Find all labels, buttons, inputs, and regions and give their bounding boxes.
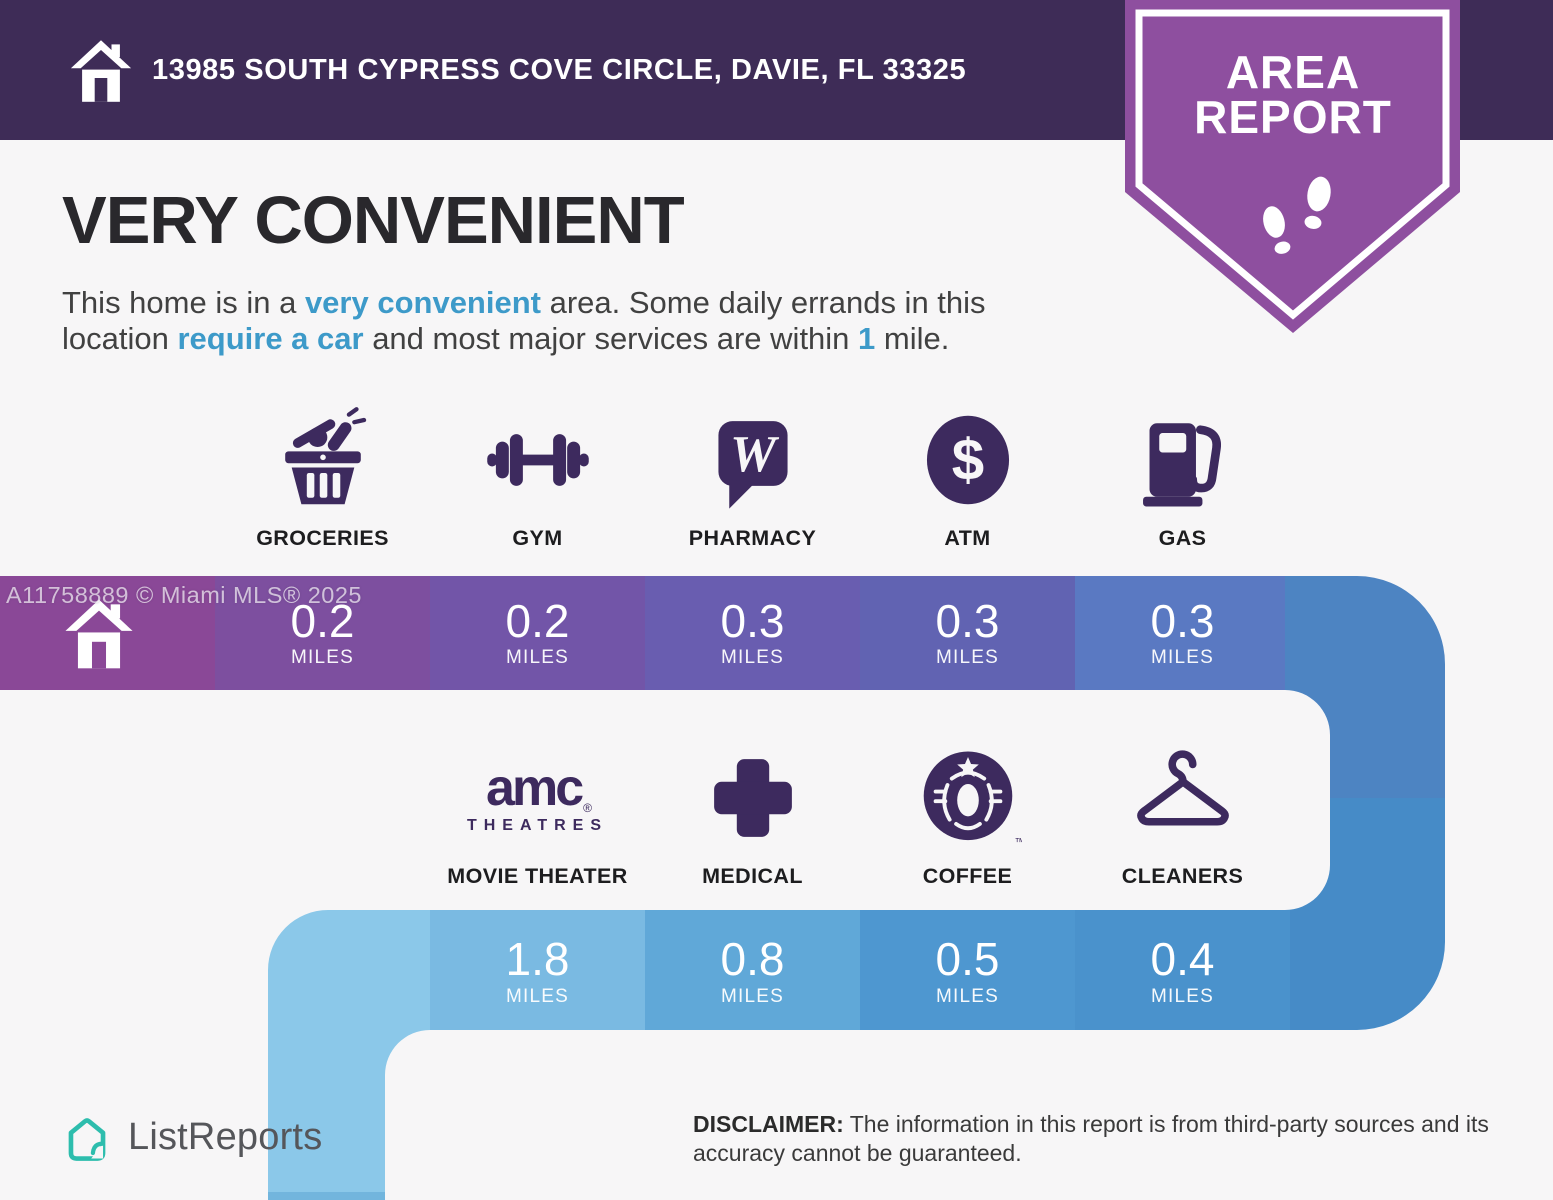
mls-watermark: A11758889 © Miami MLS® 2025 <box>6 582 362 608</box>
amenity-coffee: ™ COFFEE <box>860 742 1075 889</box>
segment-gym <box>430 576 645 690</box>
connector-left-cap <box>268 1192 385 1200</box>
svg-text:$: $ <box>951 427 983 492</box>
brand-name: ListReports <box>128 1115 323 1158</box>
distance-gym: 0.2 MILES <box>505 594 570 669</box>
highlight-very-convenient: very convenient <box>304 285 541 320</box>
distance-coffee: 0.5 MILES <box>935 933 1000 1007</box>
disclaimer-text: DISCLAIMER: The information in this repo… <box>693 1111 1489 1166</box>
home-icon <box>70 40 132 102</box>
hanger-icon <box>1136 750 1229 826</box>
description-line-1: This home is in a very convenient area. … <box>62 285 986 320</box>
amenity-atm: $ ATM <box>860 404 1075 551</box>
distance-gas: 0.3 MILES <box>1150 594 1215 669</box>
amenity-label: ATM <box>944 526 991 550</box>
distance-pharmacy: 0.3 MILES <box>720 594 785 669</box>
fuel-pump-icon <box>1142 423 1221 507</box>
amenity-gym: GYM <box>430 404 645 551</box>
home-marker-icon <box>65 599 133 669</box>
property-address: 13985 SOUTH CYPRESS COVE CIRCLE, DAVIE, … <box>152 53 967 86</box>
connector-right-lower <box>1285 798 1445 1030</box>
segment-groceries <box>215 576 430 690</box>
listreports-house-icon <box>68 1118 106 1161</box>
footprints-icon <box>1263 176 1331 254</box>
amenity-label: MEDICAL <box>702 864 803 888</box>
amenity-label: COFFEE <box>922 864 1013 888</box>
badge-text-area: AREA <box>1226 46 1360 98</box>
highlight-require-a-car: require a car <box>177 321 364 356</box>
connector-right-upper <box>1285 576 1445 798</box>
amenity-label: GROCERIES <box>256 526 389 550</box>
amenity-cleaners: CLEANERS <box>1075 742 1290 889</box>
distance-cleaners: 0.4 MILES <box>1150 933 1215 1007</box>
distance-groceries: 0.2 MILES <box>290 594 355 669</box>
amenity-label: CLEANERS <box>1121 864 1244 888</box>
amenity-medical: MEDICAL <box>645 742 860 889</box>
dollar-circle-icon: $ <box>926 415 1009 505</box>
description-text: This home is in a very convenient area. … <box>62 285 1122 357</box>
amenity-label: GYM <box>512 526 563 550</box>
dumbbell-icon <box>486 434 589 486</box>
segment-medical <box>645 910 860 1030</box>
page-title: VERY CONVENIENT <box>62 183 685 258</box>
amenity-label: PHARMACY <box>688 526 817 550</box>
medical-cross-icon <box>713 759 792 837</box>
distance-movie-theater: 1.8 MILES <box>505 933 570 1007</box>
highlight-one-mile: 1 <box>858 321 876 356</box>
amenity-label: MOVIE THEATER <box>447 864 628 888</box>
distance-atm: 0.3 MILES <box>935 594 1000 669</box>
amenity-gas: GAS <box>1075 404 1290 551</box>
amenity-movie-theater: amc ® THEATRES MOVIE THEATER <box>430 742 645 889</box>
amenity-label: GAS <box>1158 526 1207 550</box>
amc-theatres-logo: amc ® THEATRES <box>466 758 609 834</box>
segment-movie-theater <box>430 910 645 1030</box>
description-line-2: location require a car and most major se… <box>62 321 950 356</box>
walgreens-icon: W <box>717 421 788 509</box>
badge-inner-outline <box>1135 9 1450 320</box>
area-report-badge: AREA REPORT <box>1125 0 1460 333</box>
badge-text-report: REPORT <box>1194 91 1392 143</box>
svg-text:™: ™ <box>1014 837 1022 849</box>
starbucks-siren-icon: ™ <box>923 751 1022 849</box>
amenity-pharmacy: W PHARMACY <box>645 404 860 551</box>
connector-left-descender <box>268 1078 385 1192</box>
distance-medical: 0.8 MILES <box>720 933 785 1007</box>
svg-text:W: W <box>729 426 779 483</box>
segment-coffee <box>860 910 1075 1030</box>
segment-gas <box>1075 576 1290 690</box>
segment-cleaners <box>1075 910 1290 1030</box>
listreports-logo: ListReports <box>60 1108 322 1166</box>
connector-left-corner <box>268 910 430 1078</box>
segment-atm <box>860 576 1075 690</box>
grocery-basket-icon <box>284 407 366 505</box>
amenity-groceries: GROCERIES <box>215 404 430 551</box>
segment-pharmacy <box>645 576 860 690</box>
